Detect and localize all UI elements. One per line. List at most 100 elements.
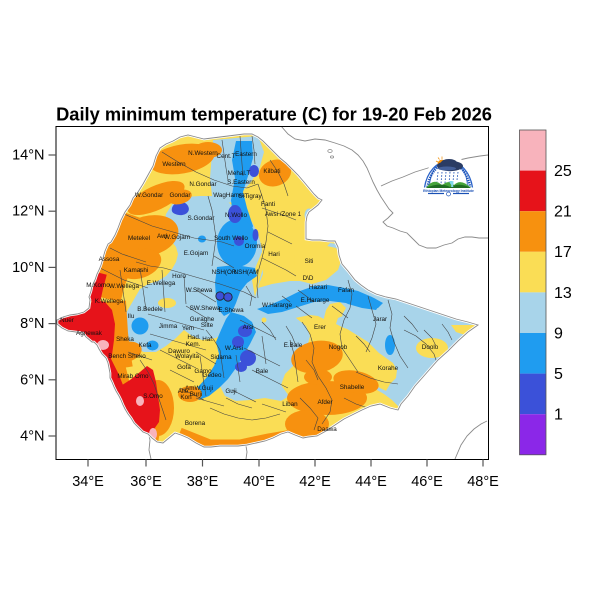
svg-text:E.Hararge: E.Hararge	[301, 297, 330, 304]
svg-text:Korahe: Korahe	[378, 365, 399, 372]
svg-text:Borena: Borena	[185, 420, 206, 427]
svg-text:Kem.: Kem.	[186, 341, 201, 348]
svg-text:4°N: 4°N	[20, 429, 44, 445]
svg-text:34°E: 34°E	[72, 474, 104, 490]
svg-text:Siti: Siti	[305, 258, 314, 265]
svg-text:1: 1	[554, 407, 563, 424]
svg-text:Oromia: Oromia	[245, 243, 266, 250]
svg-text:Alle: Alle	[178, 388, 189, 395]
svg-text:9: 9	[554, 325, 563, 342]
svg-text:Bale: Bale	[256, 368, 269, 375]
svg-text:Shabelle: Shabelle	[340, 384, 365, 391]
svg-text:10°N: 10°N	[12, 260, 44, 276]
svg-text:Nuer: Nuer	[60, 317, 74, 324]
svg-text:Bench Sheko: Bench Sheko	[108, 353, 146, 360]
svg-text:WagHamra: WagHamra	[213, 192, 245, 199]
svg-text:21: 21	[554, 204, 572, 221]
svg-text:E.Bale: E.Bale	[284, 342, 303, 349]
svg-text:Kefa: Kefa	[139, 342, 152, 349]
svg-text:N.Wollo: N.Wollo	[225, 212, 247, 219]
svg-text:Gedeo: Gedeo	[203, 372, 222, 379]
svg-text:Guraghe: Guraghe	[190, 316, 215, 323]
svg-text:NSH(AM: NSH(AM	[234, 269, 259, 276]
svg-text:Kamashi: Kamashi	[124, 267, 149, 274]
svg-text:D\D: D\D	[303, 275, 314, 282]
svg-text:NSH(OR: NSH(OR	[212, 269, 237, 276]
svg-text:S.Omo: S.Omo	[143, 393, 163, 400]
svg-text:Fafan: Fafan	[338, 287, 355, 294]
svg-text:13: 13	[554, 285, 572, 302]
svg-text:N.Gondar: N.Gondar	[189, 181, 216, 188]
svg-text:E.Wellega: E.Wellega	[147, 280, 176, 287]
svg-text:Cent.T: Cent.T	[217, 153, 236, 160]
svg-text:Gamo: Gamo	[194, 368, 212, 375]
svg-text:Kon: Kon	[180, 394, 192, 401]
svg-text:E.Gojam: E.Gojam	[184, 250, 209, 257]
svg-text:36°E: 36°E	[130, 474, 162, 490]
svg-text:W.Hararge: W.Hararge	[262, 302, 293, 309]
svg-text:M.Komo: M.Komo	[86, 282, 110, 289]
svg-text:Jimma: Jimma	[159, 323, 178, 330]
svg-text:E.Shewa: E.Shewa	[218, 307, 244, 314]
svg-text:Fanti: Fanti	[261, 201, 275, 208]
svg-text:B.Bedele: B.Bedele	[137, 306, 163, 313]
svg-text:44°E: 44°E	[355, 474, 387, 490]
svg-text:Guji: Guji	[225, 388, 236, 395]
svg-text:12°N: 12°N	[12, 204, 44, 220]
svg-text:Nogob: Nogob	[329, 344, 348, 351]
svg-text:Assosa: Assosa	[99, 256, 120, 263]
svg-text:Afder: Afder	[317, 399, 332, 406]
svg-text:Sidama: Sidama	[210, 354, 232, 361]
svg-text:6°N: 6°N	[20, 372, 44, 388]
svg-text:48°E: 48°E	[467, 474, 499, 490]
svg-text:S.Eastern: S.Eastern	[227, 179, 255, 186]
svg-text:Mehal.T: Mehal.T	[228, 170, 251, 177]
svg-text:Daily minimum temperature (C): Daily minimum temperature (C) for 19-20 …	[56, 104, 492, 125]
svg-text:42°E: 42°E	[299, 474, 331, 490]
svg-text:Doolo: Doolo	[422, 344, 439, 351]
svg-text:Erer: Erer	[314, 324, 326, 331]
svg-text:S.Tigray: S.Tigray	[238, 193, 262, 200]
svg-text:Horo: Horo	[172, 273, 186, 280]
svg-text:W.Wellega: W.Wellega	[109, 283, 139, 290]
svg-text:Gondar: Gondar	[169, 192, 190, 199]
svg-text:Dawuro: Dawuro	[168, 348, 190, 355]
svg-text:8°N: 8°N	[20, 316, 44, 332]
svg-text:Burji: Burji	[190, 391, 203, 398]
svg-text:Mirab Omo: Mirab Omo	[117, 373, 149, 380]
svg-text:S.Gondar: S.Gondar	[188, 215, 215, 222]
svg-text:Metekel: Metekel	[128, 235, 150, 242]
svg-text:Sheka: Sheka	[116, 336, 134, 343]
svg-text:Silte: Silte	[201, 322, 214, 329]
svg-text:AmW.Guji: AmW.Guji	[185, 385, 213, 392]
svg-text:Ilu: Ilu	[128, 313, 135, 320]
svg-text:38°E: 38°E	[187, 474, 219, 490]
svg-text:Haf.: Haf.	[202, 336, 214, 343]
svg-text:Hazari: Hazari	[309, 284, 327, 291]
svg-text:K.Wellega: K.Wellega	[95, 298, 124, 305]
svg-text:Yem: Yem	[182, 325, 194, 332]
svg-text:Awsi /Zone 1: Awsi /Zone 1	[265, 211, 302, 218]
svg-text:W.Gondar: W.Gondar	[135, 192, 163, 199]
svg-text:W.Shewa: W.Shewa	[186, 287, 213, 294]
svg-text:Agnewak: Agnewak	[76, 330, 103, 337]
svg-text:W.Arsi: W.Arsi	[225, 345, 243, 352]
svg-text:Ethiopian Meteorology Institut: Ethiopian Meteorology Institute	[423, 189, 474, 193]
svg-text:Eastern: Eastern	[235, 151, 257, 158]
svg-text:Liban: Liban	[282, 401, 298, 408]
svg-text:Jarar: Jarar	[373, 316, 387, 323]
svg-text:Wolayita: Wolayita	[175, 353, 200, 360]
svg-text:N.Western: N.Western	[188, 150, 218, 157]
svg-text:14°N: 14°N	[12, 148, 44, 164]
svg-text:Awi: Awi	[157, 233, 167, 240]
svg-text:17: 17	[554, 244, 572, 261]
svg-text:Daawa: Daawa	[317, 426, 337, 433]
svg-text:Arsi: Arsi	[243, 324, 254, 331]
svg-text:SW.Shewa: SW.Shewa	[190, 305, 221, 312]
svg-text:40°E: 40°E	[243, 474, 275, 490]
svg-text:Had.: Had.	[187, 334, 201, 341]
svg-text:Kilbati: Kilbati	[263, 168, 280, 175]
svg-text:Hari: Hari	[268, 251, 280, 258]
svg-text:Gofa: Gofa	[177, 364, 191, 371]
svg-text:South Wello: South Wello	[214, 235, 248, 242]
